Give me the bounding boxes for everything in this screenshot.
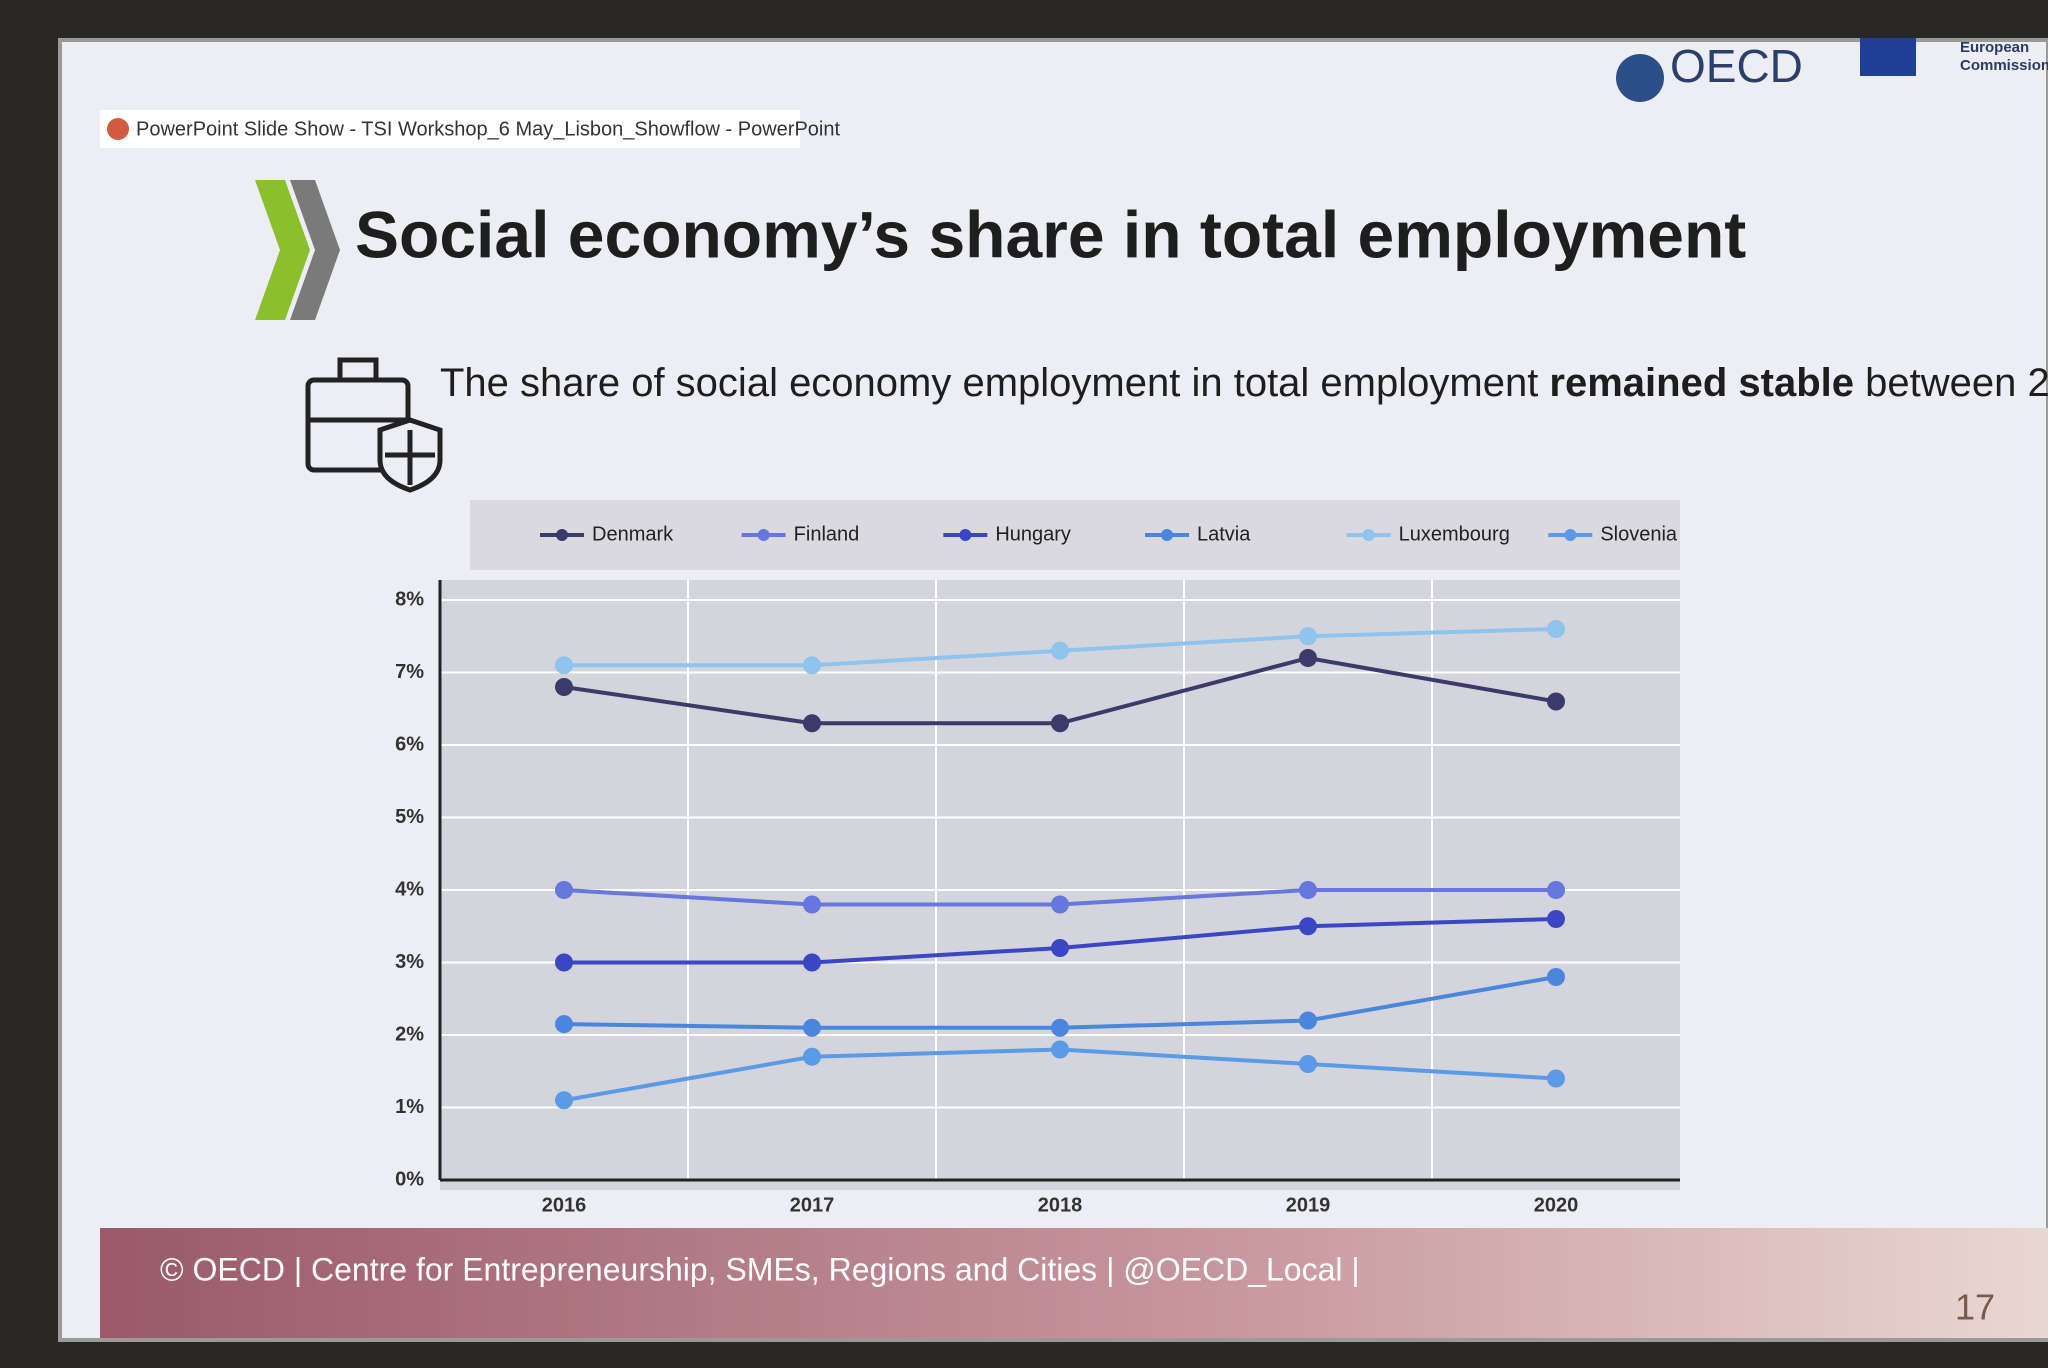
y-tick-label: 5% [395, 806, 424, 828]
legend-marker [1362, 529, 1375, 541]
data-point [1547, 968, 1565, 986]
legend-marker [1564, 529, 1577, 541]
heading: Social economy’s share in total employme… [355, 197, 1746, 271]
footer: © OECD | Centre for Entrepreneurship, SM… [160, 1251, 1360, 1287]
data-point [1547, 881, 1565, 899]
x-tick-label: 2017 [790, 1194, 835, 1216]
legend-label: Finland [794, 523, 860, 545]
data-point [555, 953, 573, 972]
data-point [1299, 649, 1317, 667]
y-tick-label: 4% [395, 878, 424, 900]
data-point [555, 656, 573, 675]
data-point [803, 714, 821, 733]
chevron-grey [290, 180, 340, 320]
x-tick-label: 2018 [1038, 1194, 1083, 1216]
data-point [803, 1018, 821, 1037]
footer-band [100, 1228, 2048, 1338]
legend-label: Denmark [592, 523, 674, 545]
legend-marker [1161, 529, 1173, 541]
slide-number: 17 [1955, 1287, 1995, 1328]
data-point [555, 678, 573, 696]
data-point [1051, 895, 1069, 914]
data-point [803, 656, 821, 675]
data-point [803, 953, 821, 972]
window-title: PowerPoint Slide Show - TSI Workshop_6 M… [136, 118, 840, 140]
data-point [803, 895, 821, 914]
plot-area [440, 580, 1680, 1190]
y-tick-label: 7% [395, 661, 424, 683]
data-point [1299, 1055, 1317, 1073]
legend-label: Hungary [995, 523, 1071, 545]
data-point [555, 1015, 573, 1034]
subtitle-part: The share of social economy employment i… [440, 361, 1549, 405]
legend-marker [959, 529, 972, 541]
data-point [1299, 1011, 1317, 1030]
data-point [1051, 641, 1069, 660]
data-point [1051, 1040, 1069, 1059]
oecd-globe [1616, 54, 1664, 102]
legend-label: Luxembourg [1399, 523, 1510, 545]
window-bar [100, 110, 800, 148]
data-point [1547, 620, 1565, 638]
data-point [803, 1047, 821, 1066]
data-point [1547, 692, 1565, 711]
legend-marker [556, 529, 568, 541]
y-tick-label: 0% [395, 1168, 424, 1190]
data-point [1051, 939, 1069, 957]
subtitle-bold: remained stable [1549, 361, 1854, 405]
ppt-icon [107, 118, 129, 140]
data-point [555, 1091, 573, 1110]
x-tick-label: 2019 [1286, 1194, 1331, 1216]
data-point [1299, 881, 1317, 899]
y-tick-label: 6% [395, 733, 424, 755]
oecd-logo: OECD [1670, 40, 1803, 92]
y-tick-label: 2% [395, 1023, 424, 1045]
x-tick-label: 2016 [542, 1194, 587, 1216]
subtitle: The share of social economy employment i… [440, 361, 2048, 405]
eu-flag [1860, 38, 1916, 76]
y-tick-label: 1% [395, 1096, 424, 1118]
chevron-green [255, 180, 310, 320]
briefcase-icon [305, 357, 443, 493]
data-point [1547, 910, 1565, 928]
data-point [1051, 1018, 1069, 1037]
data-point [1547, 1069, 1565, 1088]
ec-logo-line1: European [1960, 39, 2029, 56]
y-tick-label: 8% [395, 588, 424, 610]
ec-logo-line2: Commission [1960, 57, 2048, 74]
data-point [1299, 917, 1317, 936]
data-point [555, 881, 573, 899]
data-point [1051, 714, 1069, 733]
legend-marker [757, 529, 770, 541]
data-point [1299, 627, 1317, 646]
legend-box [470, 500, 1680, 570]
x-tick-label: 2020 [1534, 1194, 1579, 1216]
screen-edge [58, 38, 2048, 1342]
subtitle-part: between 2016-2020, including during the … [1854, 361, 2048, 405]
legend-label: Latvia [1197, 523, 1251, 545]
legend-label: Slovenia [1600, 523, 1678, 545]
y-tick-label: 3% [395, 951, 424, 973]
